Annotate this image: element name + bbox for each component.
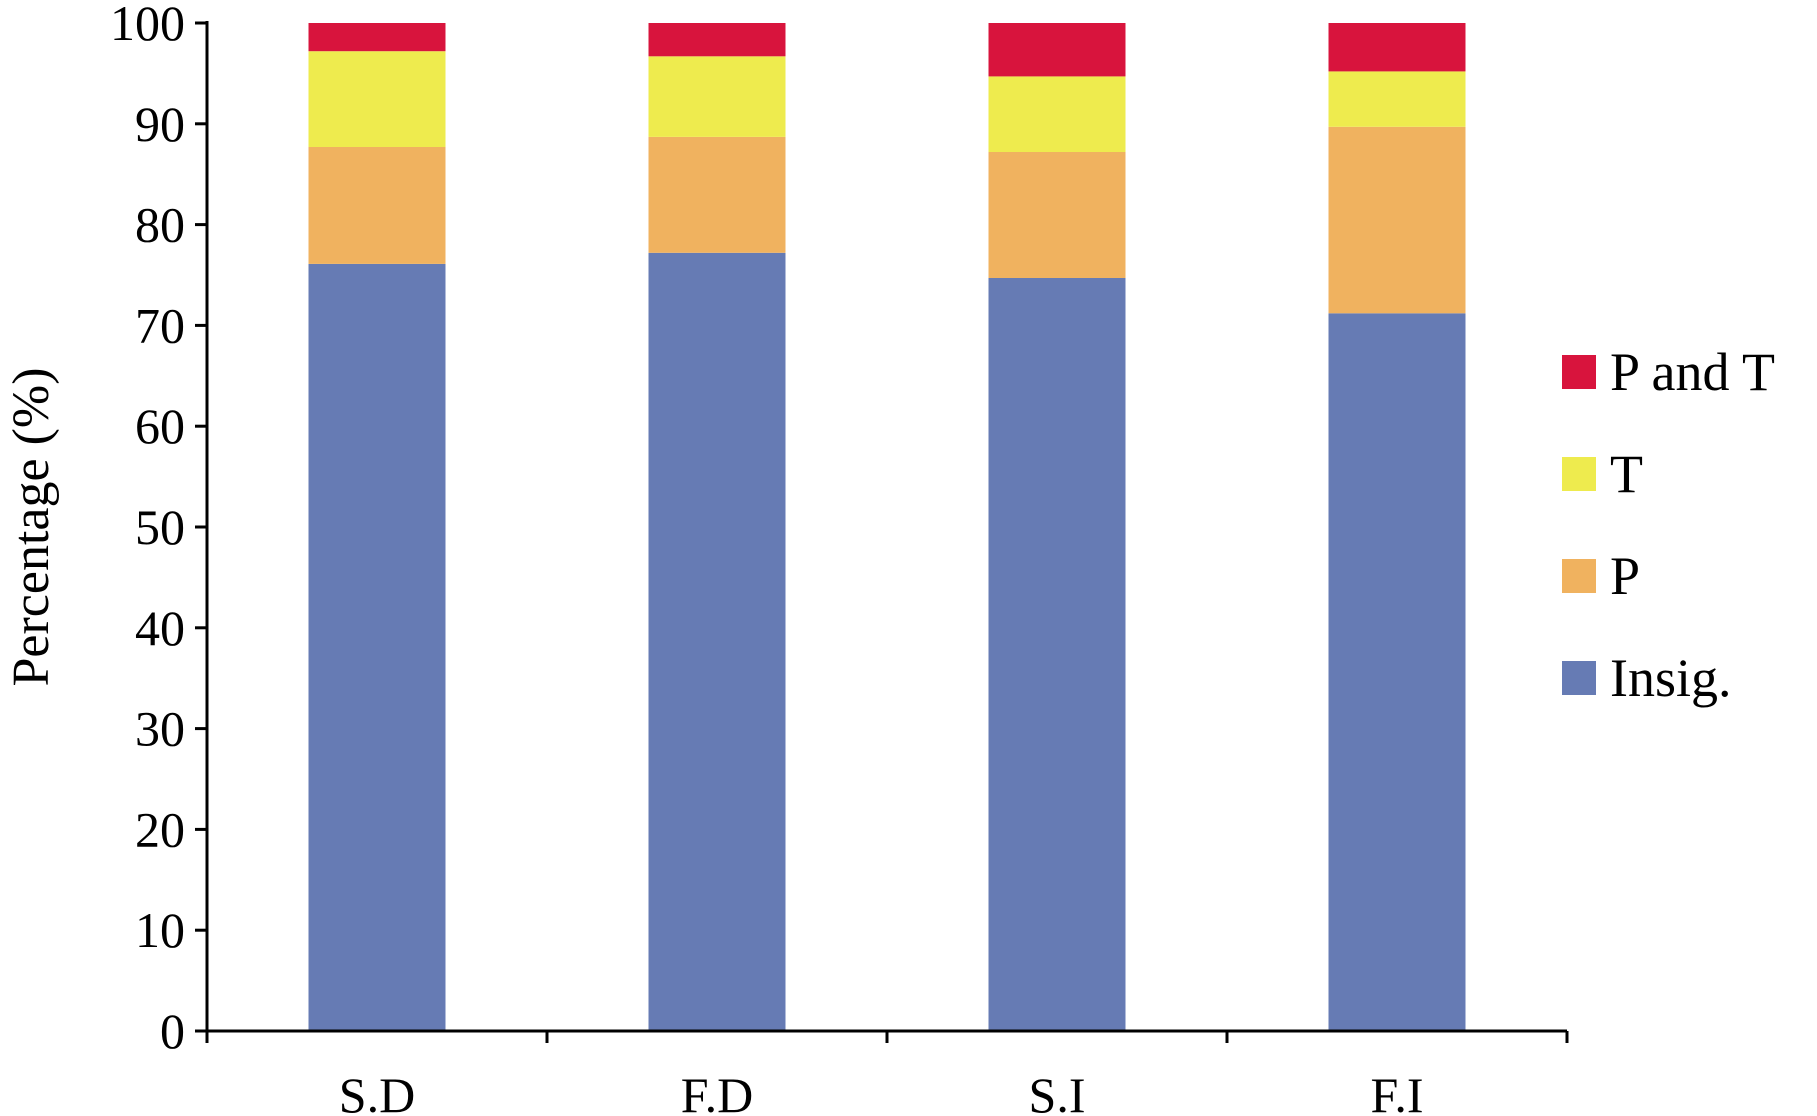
- bar-fd-series-2: [648, 56, 786, 137]
- y-tick-label: 40: [135, 600, 185, 656]
- legend-swatch: [1562, 661, 1596, 695]
- y-tick-label: 90: [135, 96, 185, 152]
- bar-fi-series-0: [1328, 313, 1466, 1031]
- bar-sd-series-1: [308, 147, 446, 264]
- legend: P and T TP Insig.: [1562, 342, 1775, 708]
- y-tick-label: 100: [110, 0, 185, 51]
- y-tick-label: 20: [135, 801, 185, 857]
- bar-sd-series-3: [308, 23, 446, 52]
- bar-fd-series-0: [648, 252, 786, 1032]
- legend-swatch: [1562, 355, 1596, 389]
- bar-fi-series-2: [1328, 71, 1466, 127]
- bar-fd-series-1: [648, 136, 786, 253]
- y-tick-label: 10: [135, 902, 185, 958]
- bar-si-series-2: [988, 76, 1126, 152]
- legend-label: P: [1610, 546, 1640, 606]
- legend-swatch: [1562, 559, 1596, 593]
- y-tick-label: 30: [135, 701, 185, 757]
- y-tick-label: 80: [135, 197, 185, 253]
- y-tick-label: 0: [160, 1003, 185, 1059]
- bar-fi-series-1: [1328, 126, 1466, 314]
- bar-si-series-3: [988, 23, 1126, 77]
- legend-label: T: [1610, 444, 1643, 504]
- x-tick-label: S.D: [339, 1067, 415, 1116]
- legend-swatch: [1562, 457, 1596, 491]
- bar-sd-series-0: [308, 263, 446, 1031]
- bar-sd-series-2: [308, 51, 446, 148]
- x-tick-label: F.I: [1371, 1067, 1424, 1116]
- y-tick-label: 60: [135, 398, 185, 454]
- legend-label: Insig.: [1610, 648, 1732, 708]
- y-tick-label: 70: [135, 297, 185, 353]
- bar-si-series-0: [988, 278, 1126, 1031]
- y-axis-title: Percentage (%): [3, 367, 60, 686]
- bars-group: [308, 23, 1466, 1032]
- x-tick-label: S.I: [1029, 1067, 1086, 1116]
- legend-label: P and T: [1610, 342, 1775, 402]
- y-tick-label: 50: [135, 499, 185, 555]
- x-tick-label: F.D: [681, 1067, 753, 1116]
- bar-si-series-1: [988, 152, 1126, 278]
- axes-group: S.D F.D S.I F.I 0 10 20 30 40 50 60 70 80 90 100: [110, 0, 1569, 1116]
- bar-fd-series-3: [648, 23, 786, 57]
- bar-fi-series-3: [1328, 23, 1466, 72]
